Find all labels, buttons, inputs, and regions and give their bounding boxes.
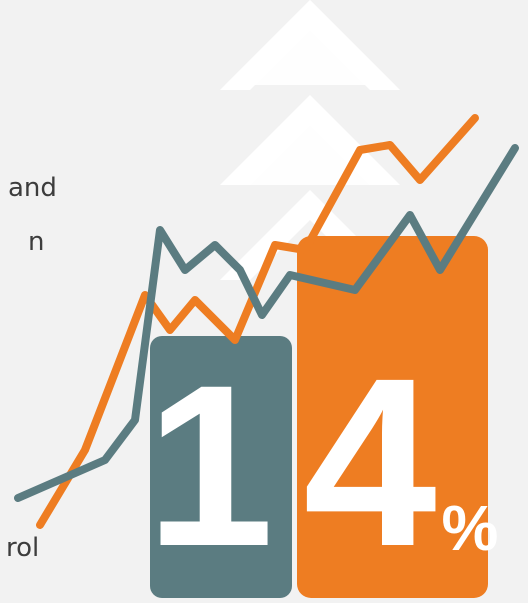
side-text: and [8,173,57,203]
teal-line [14,144,519,502]
orange-block [297,236,488,598]
digit: 4 [303,328,436,596]
side-text: rol [6,533,39,563]
teal-block [150,336,292,598]
arrow [225,0,395,85]
digit: 1 [146,337,274,594]
percent-sign: % [442,492,499,564]
side-text: n [28,227,44,257]
